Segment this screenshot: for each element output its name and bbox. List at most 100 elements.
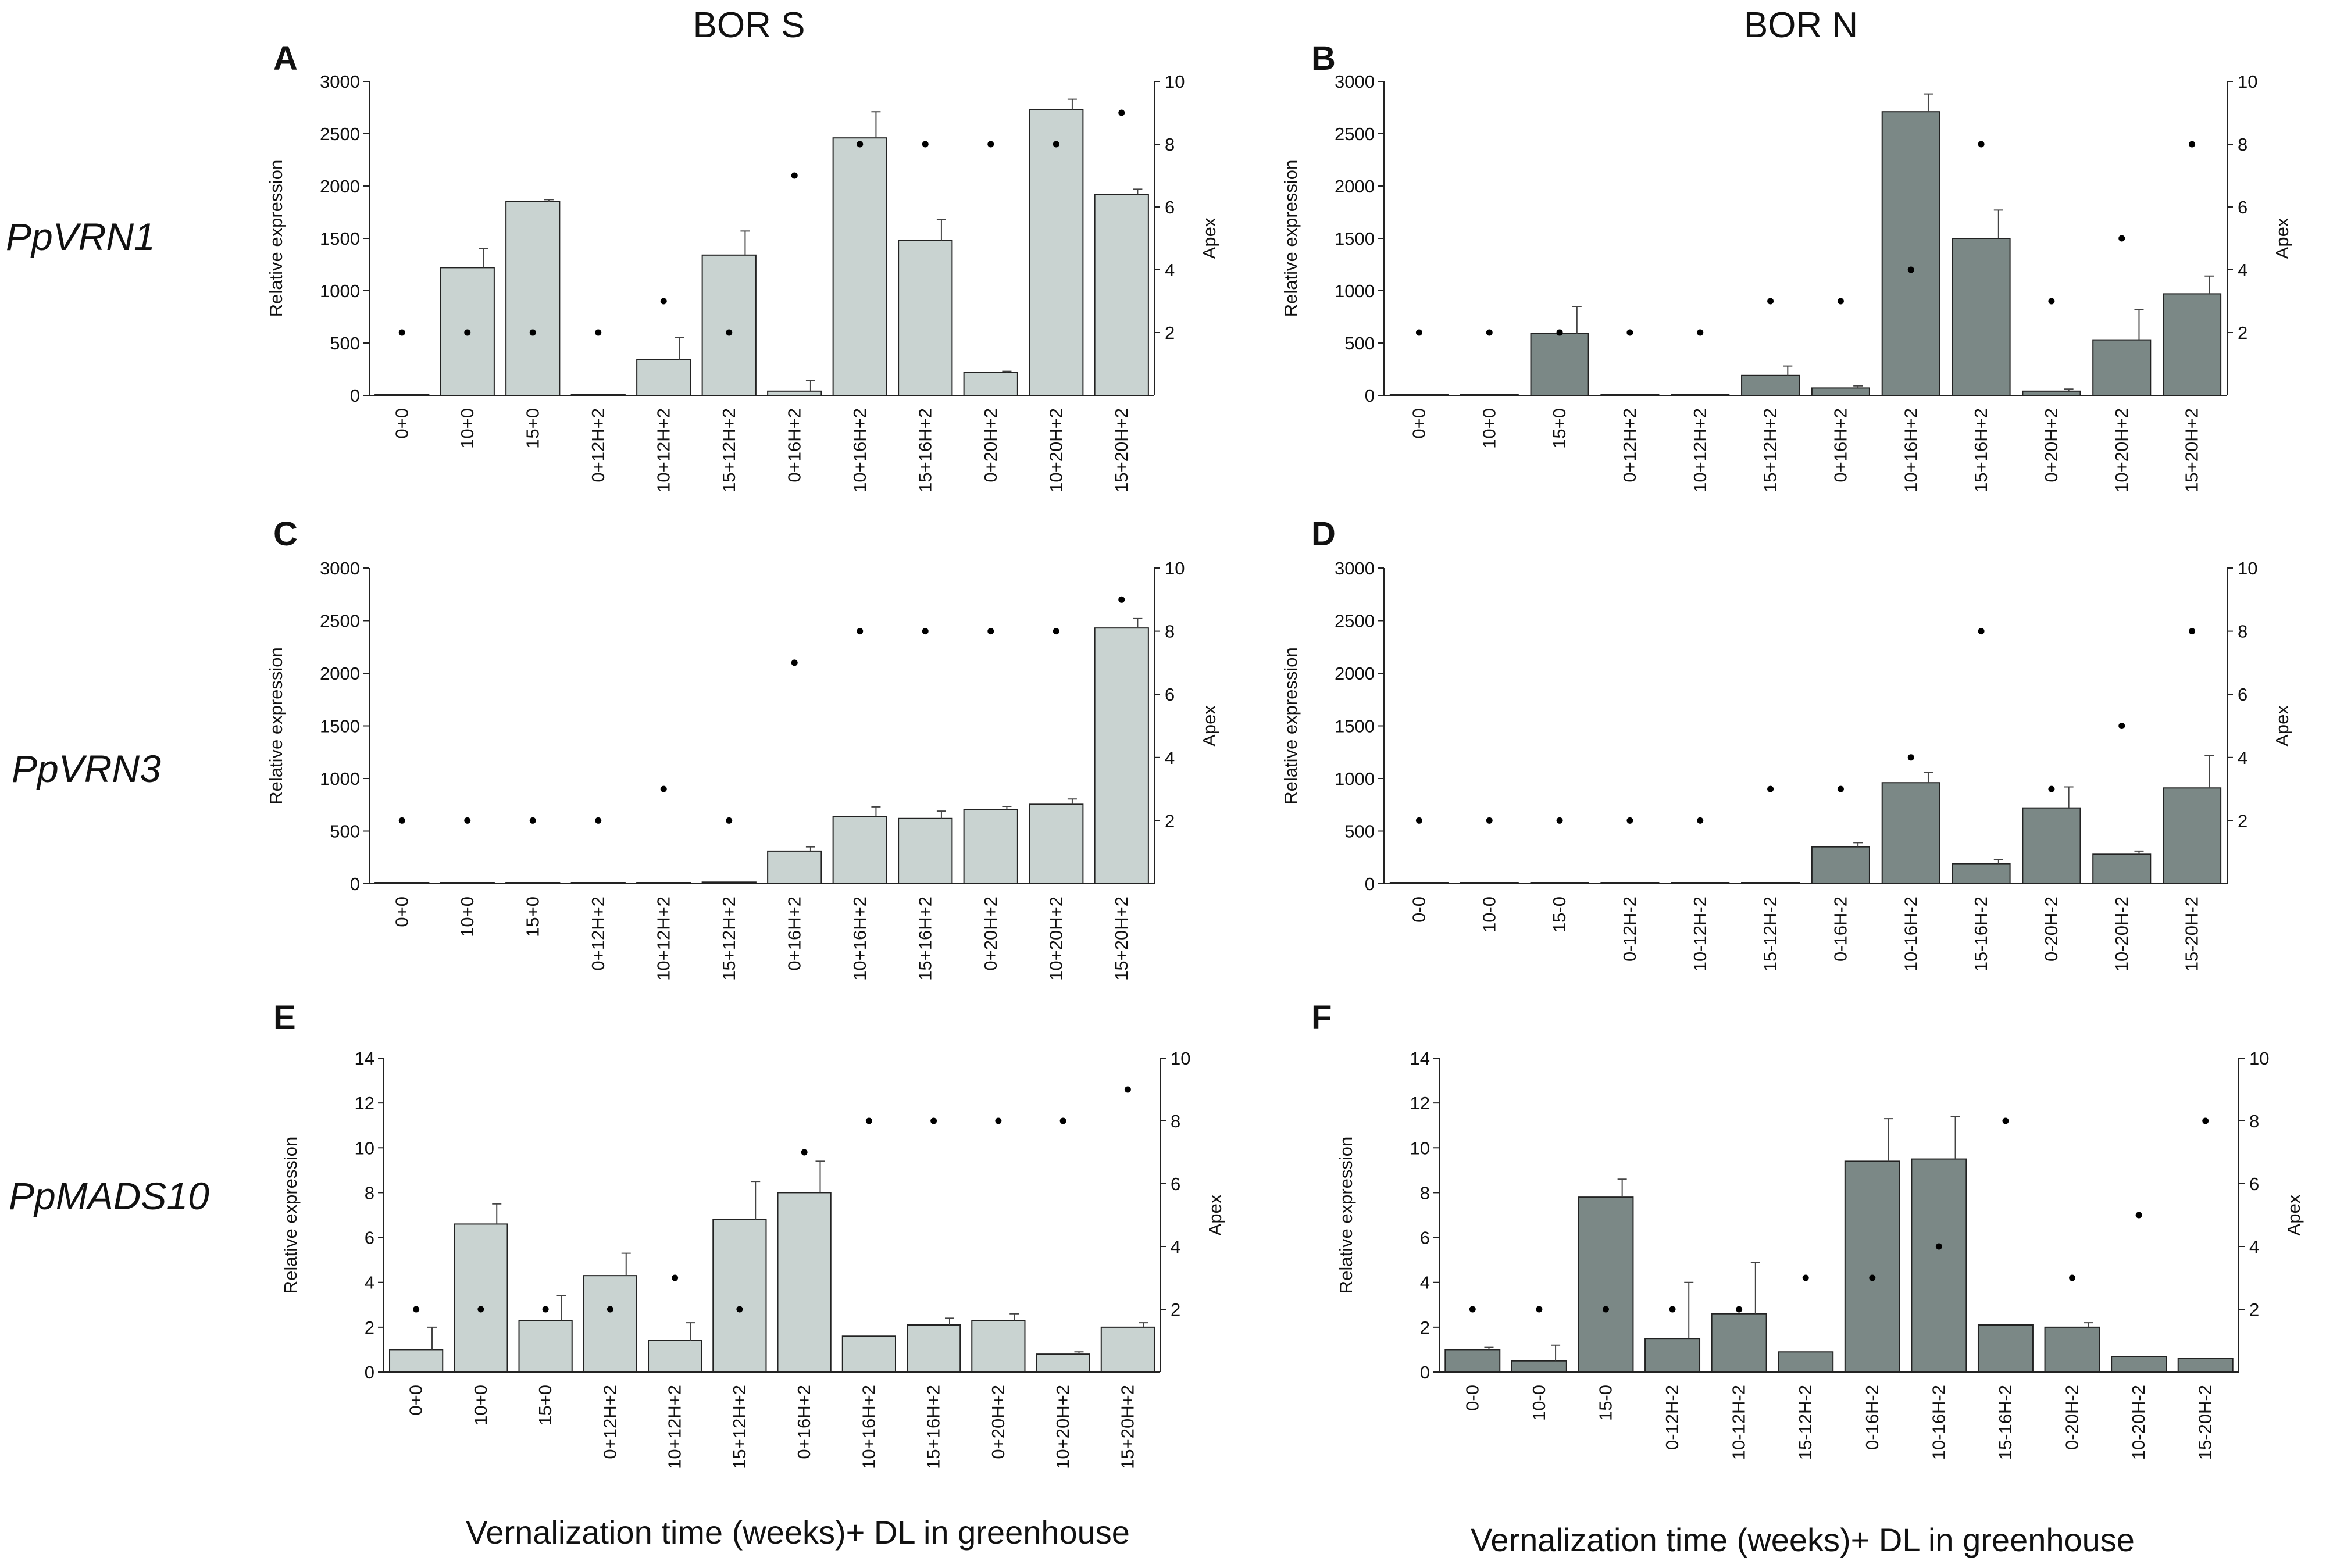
apex-point-0+12H+2 (595, 329, 602, 336)
y-tick-label: 10 (1410, 1138, 1430, 1158)
bar-15+0 (518, 1320, 573, 1373)
bar-15+20H+2 (1094, 627, 1149, 885)
x-category-label: 15-12H-2 (1795, 1385, 1815, 1460)
apex-point-10-12H-2 (1697, 817, 1704, 824)
bar-10+0 (1460, 394, 1519, 396)
y-tick-label: 3000 (320, 72, 360, 92)
bar-0-12H-2 (1644, 1338, 1701, 1373)
x-category-label: 0-12H-2 (1662, 1385, 1682, 1450)
apex-point-15-16H-2 (1978, 628, 1985, 635)
apex-point-0+20H+2 (2048, 298, 2055, 305)
x-category-label: 15+12H+2 (1760, 408, 1781, 492)
y2-tick-label: 10 (1165, 72, 1185, 92)
apex-point-0+0 (413, 1306, 420, 1313)
x-category-label: 0+12H+2 (588, 896, 608, 971)
y2-axis-label: Apex (1205, 1194, 1225, 1235)
apex-point-10+12H+2 (660, 785, 667, 792)
bar-15-20H-2 (2163, 787, 2222, 885)
y-axis-label: Relative expression (1336, 1137, 1356, 1294)
y2-tick-label: 6 (2249, 1174, 2259, 1194)
bar-0-12H-2 (1600, 882, 1660, 884)
y2-tick-label: 10 (1171, 1048, 1190, 1069)
bar-10+12H+2 (636, 882, 691, 884)
y2-tick-label: 8 (1165, 134, 1175, 155)
bar-15-16H-2 (1977, 1324, 2034, 1373)
y-tick-label: 8 (365, 1183, 374, 1203)
bar-15+0 (505, 882, 561, 884)
bar-10-20H-2 (2092, 853, 2152, 884)
apex-point-15-16H-2 (2002, 1117, 2009, 1124)
x-category-label: 15+16H+2 (923, 1385, 944, 1469)
y2-tick-label: 6 (1165, 197, 1175, 217)
x-category-label: 10-12H-2 (1729, 1385, 1749, 1460)
x-category-label: 10+0 (457, 896, 477, 937)
x-category-label: 10+0 (1479, 408, 1499, 449)
apex-point-0+16H+2 (791, 172, 798, 179)
x-category-label: 0-16H-2 (1862, 1385, 1882, 1450)
apex-point-15+0 (529, 329, 536, 336)
y2-axis-label: Apex (1199, 217, 1219, 259)
y-tick-label: 0 (350, 385, 360, 406)
y2-tick-label: 8 (2249, 1111, 2259, 1131)
y2-tick-label: 2 (1165, 323, 1175, 343)
bar-0-16H-2 (1844, 1160, 1900, 1373)
x-category-label: 10+16H+2 (1900, 408, 1921, 492)
bar-0+20H+2 (2022, 390, 2081, 396)
x-category-label: 0+12H+2 (1619, 408, 1640, 483)
apex-point-10-20H-2 (2118, 723, 2125, 729)
apex-point-10+20H+2 (1053, 141, 1059, 148)
x-category-label: 0+0 (391, 408, 412, 439)
x-category-label: 15-20H-2 (2182, 896, 2202, 971)
x-category-label: 15-0 (1549, 896, 1569, 933)
x-category-label: 15+20H+2 (1111, 896, 1132, 981)
x-category-label: 0+0 (1408, 408, 1429, 439)
x-category-label: 0-12H-2 (1619, 896, 1640, 962)
bar-15+0 (505, 201, 561, 396)
y-tick-label: 14 (355, 1048, 374, 1069)
apex-point-15+16H+2 (1978, 141, 1985, 148)
chart-panel-c: C 0 500 1000 1500 2000 2500 3000 2 4 6 8 10 Relative … (266, 515, 1219, 981)
y-tick-label: 1000 (320, 769, 360, 789)
x-category-label: 10+20H+2 (2111, 408, 2132, 492)
apex-point-10-20H-2 (2135, 1212, 2142, 1219)
x-category-label: 0+12H+2 (588, 408, 608, 483)
x-category-label: 0+12H+2 (600, 1385, 620, 1459)
apex-point-0-12H-2 (1626, 817, 1633, 824)
x-category-label: 0+16H+2 (784, 896, 804, 971)
apex-point-15-0 (1602, 1306, 1609, 1313)
apex-point-0+12H+2 (595, 817, 602, 824)
bar-0-0 (1444, 1349, 1501, 1373)
x-category-label: 10-12H-2 (1690, 896, 1710, 971)
y-tick-label: 2500 (320, 124, 360, 144)
y-tick-label: 2000 (1335, 176, 1375, 197)
x-category-label: 10+12H+2 (665, 1385, 685, 1469)
y-tick-label: 14 (1410, 1048, 1430, 1069)
apex-point-10+16H+2 (1907, 266, 1914, 273)
bar-15-16H-2 (1952, 863, 2011, 884)
panel-letter-d: D (1311, 515, 1336, 553)
apex-point-15+12H+2 (726, 817, 733, 824)
y-tick-label: 2500 (1335, 124, 1375, 144)
x-category-label: 0+20H+2 (988, 1385, 1008, 1459)
x-category-label: 10-20H-2 (2128, 1385, 2149, 1460)
y2-tick-label: 10 (2238, 558, 2257, 578)
y2-tick-label: 8 (2238, 622, 2247, 642)
bar-15-20H-2 (2177, 1358, 2234, 1373)
y-tick-label: 0 (1420, 1362, 1430, 1383)
apex-point-10+0 (1486, 329, 1493, 336)
apex-point-15+0 (542, 1306, 549, 1313)
panels-group: A050010001500200025003000246810Relative … (266, 40, 2304, 1469)
bar-10-0 (1460, 882, 1519, 884)
x-axis-title-left: Vernalization time (weeks)+ DL in greenh… (466, 1514, 1130, 1551)
apex-point-0+20H+2 (987, 628, 994, 635)
bar-10+20H+2 (2092, 339, 2152, 396)
apex-point-15+20H+2 (1118, 109, 1125, 116)
y2-axis-label: Apex (2272, 217, 2292, 259)
y-tick-label: 2500 (320, 611, 360, 631)
apex-point-10+0 (477, 1306, 484, 1313)
bar-15+12H+2 (1741, 374, 1800, 396)
x-category-label: 10+16H+2 (858, 1385, 879, 1469)
apex-point-0+0 (1415, 329, 1422, 336)
y2-tick-label: 4 (1171, 1237, 1180, 1257)
x-category-label: 10-0 (1529, 1385, 1549, 1421)
